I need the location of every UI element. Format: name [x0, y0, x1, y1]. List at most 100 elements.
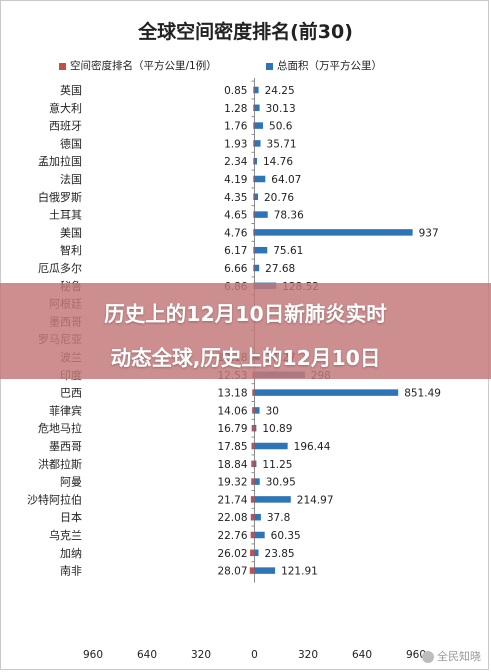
area-value-label: 27.68 — [265, 263, 295, 275]
category-label: 乌克兰 — [49, 528, 82, 542]
x-tick-label: 320 — [298, 649, 318, 661]
category-label: 危地马拉 — [38, 421, 82, 435]
legend-area: 总面积（万平方公里） — [266, 58, 382, 73]
density-bar — [250, 531, 255, 539]
density-bar — [250, 496, 255, 503]
density-value-label: 28.07 — [217, 566, 247, 578]
area-value-label: 11.25 — [262, 459, 292, 471]
density-bar — [253, 122, 255, 129]
area-value-label: 35.71 — [267, 138, 297, 150]
overlay-headline-line-2: 动态全球,历史上的12月10日 — [110, 346, 381, 370]
density-bar — [251, 424, 255, 432]
area-value-label: 214.97 — [297, 494, 334, 506]
category-label: 厄瓜多尔 — [38, 261, 82, 275]
legend-density-label: 空间密度排名（平方公里/1例） — [70, 60, 217, 72]
area-value-label: 37.8 — [267, 512, 290, 524]
density-bar — [253, 246, 255, 254]
category-label: 洪都拉斯 — [38, 457, 82, 471]
area-value-label: 75.61 — [273, 245, 303, 257]
area-value-label: 937 — [419, 227, 439, 239]
density-value-label: 2.34 — [224, 156, 248, 168]
area-bar — [254, 229, 413, 236]
legend-area-swatch — [266, 62, 273, 70]
area-value-label: 50.6 — [269, 121, 293, 133]
x-tick-label: 0 — [251, 649, 258, 661]
category-label: 孟加拉国 — [38, 154, 82, 168]
density-bar — [252, 407, 255, 414]
area-value-label: 20.76 — [264, 192, 294, 204]
density-bar — [253, 104, 255, 112]
area-value-label: 23.85 — [265, 548, 295, 560]
overlay-headline-line-1: 历史上的12月10日新肺炎实时 — [104, 302, 387, 326]
density-bar — [250, 513, 255, 521]
density-bar — [253, 86, 255, 94]
area-value-label: 14.76 — [263, 156, 293, 168]
density-bar — [253, 175, 255, 183]
x-tick-label: 960 — [83, 649, 103, 661]
density-value-label: 26.02 — [217, 548, 247, 560]
density-value-label: 13.18 — [217, 388, 247, 400]
area-value-label: 60.35 — [271, 530, 301, 542]
area-bar — [254, 140, 261, 147]
density-value-label: 1.76 — [224, 121, 248, 133]
density-value-label: 16.79 — [217, 423, 247, 435]
density-bar — [253, 157, 255, 165]
category-label: 日本 — [60, 510, 82, 524]
area-value-label: 10.89 — [262, 423, 292, 435]
chart-title: 全球空间密度排名(前30) — [138, 21, 353, 43]
density-bar — [251, 442, 255, 450]
area-value-label: 78.36 — [274, 210, 304, 222]
density-bar — [250, 549, 255, 557]
density-value-label: 6.66 — [224, 263, 248, 275]
density-value-label: 4.76 — [224, 227, 248, 239]
density-bar — [253, 229, 255, 236]
category-label: 德国 — [60, 136, 82, 150]
area-bar — [254, 211, 268, 218]
area-bar — [254, 246, 268, 254]
density-bar — [253, 140, 255, 147]
density-value-label: 6.17 — [224, 245, 247, 257]
density-value-label: 1.93 — [224, 138, 247, 150]
density-value-label: 4.65 — [224, 210, 247, 222]
area-bar — [254, 157, 257, 165]
area-value-label: 851.49 — [404, 388, 441, 400]
category-label: 加纳 — [60, 547, 82, 560]
area-value-label: 121.91 — [281, 566, 318, 578]
area-bar — [254, 193, 259, 201]
density-value-label: 4.35 — [224, 192, 247, 204]
watermark: 全民知晓 — [422, 648, 481, 664]
area-bar — [254, 531, 265, 539]
density-bar — [251, 460, 255, 468]
area-bar — [254, 567, 276, 574]
density-value-label: 14.06 — [217, 405, 247, 417]
area-bar — [254, 175, 266, 183]
density-value-label: 19.32 — [217, 477, 247, 489]
area-bar — [254, 549, 259, 557]
category-label: 阿曼 — [60, 476, 82, 489]
area-bar — [254, 513, 261, 521]
density-bar — [253, 211, 255, 218]
density-value-label: 21.74 — [217, 494, 247, 506]
category-label: 墨西哥 — [49, 440, 82, 453]
density-value-label: 22.76 — [217, 530, 247, 542]
density-value-label: 22.08 — [217, 512, 247, 524]
x-tick-label: 640 — [137, 649, 157, 661]
category-label: 法国 — [60, 172, 82, 186]
x-tick-label: 960 — [406, 649, 426, 661]
category-label: 巴西 — [60, 387, 82, 400]
area-bar — [254, 264, 260, 272]
area-value-label: 24.25 — [265, 85, 295, 97]
category-label: 西班牙 — [49, 120, 82, 133]
area-bar — [254, 460, 257, 468]
category-label: 土耳其 — [49, 209, 82, 222]
category-label: 菲律宾 — [49, 403, 82, 417]
density-value-label: 18.84 — [217, 459, 247, 471]
category-label: 智利 — [60, 243, 82, 257]
density-bar — [252, 389, 255, 396]
category-label: 南非 — [60, 565, 82, 578]
area-value-label: 64.07 — [271, 174, 301, 186]
category-label: 英国 — [60, 83, 82, 97]
area-bar — [254, 407, 260, 414]
area-value-label: 30.95 — [266, 477, 296, 489]
